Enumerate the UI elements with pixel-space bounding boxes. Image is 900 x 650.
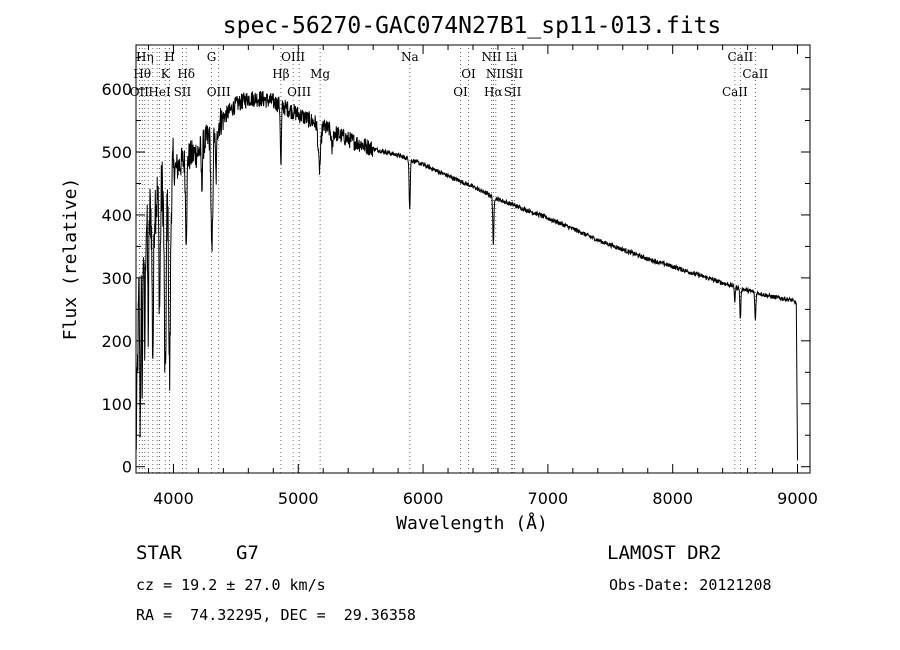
- line-marker-label: Mg: [310, 67, 330, 81]
- line-marker-label: SII: [504, 85, 522, 99]
- chart-title: spec-56270-GAC074N27B1_sp11-013.fits: [223, 13, 722, 39]
- line-marker-label: G: [207, 50, 217, 64]
- coords-line: RA = 74.32295, DEC = 29.36358: [136, 606, 416, 624]
- y-tick-label: 600: [101, 80, 132, 99]
- survey-name: LAMOST DR2: [607, 542, 722, 564]
- line-marker-label: Hβ: [272, 67, 289, 81]
- x-tick-label: 9000: [777, 489, 818, 508]
- spectrum-line: [135, 91, 798, 461]
- x-axis-label: Wavelength (Å): [396, 512, 548, 534]
- line-marker-label: Hθ: [133, 67, 151, 81]
- line-marker-label: OIII: [281, 50, 305, 64]
- line-marker-label: OIII: [207, 85, 231, 99]
- line-marker-label: Hη: [136, 50, 154, 64]
- redshift-line: cz = 19.2 ± 27.0 km/s: [136, 576, 326, 594]
- x-tick-label: 8000: [652, 489, 693, 508]
- object-class: STAR: [136, 542, 182, 564]
- line-marker-label: CaII: [742, 67, 768, 81]
- y-tick-label: 200: [101, 332, 132, 351]
- line-marker-label: OII: [130, 85, 150, 99]
- obs-date-line: Obs-Date: 20121208: [609, 576, 772, 594]
- x-tick-label: 6000: [403, 489, 444, 508]
- line-marker-label: H: [164, 50, 174, 64]
- x-tick-label: 5000: [278, 489, 319, 508]
- y-tick-label: 400: [101, 206, 132, 225]
- line-marker-label: Na: [401, 50, 419, 64]
- y-tick-label: 100: [101, 395, 132, 414]
- y-tick-label: 500: [101, 143, 132, 162]
- plot-frame: [135, 44, 811, 474]
- line-marker-label: K: [161, 67, 171, 81]
- line-marker-label: NII: [481, 50, 501, 64]
- line-marker-label: NII: [486, 67, 506, 81]
- x-tick-label: 4000: [153, 489, 194, 508]
- axis-ticks: 4000 5000 6000 7000 8000 9000 0 100 200 300 400 500…: [101, 45, 818, 508]
- object-subclass: G7: [236, 542, 259, 564]
- line-marker-label: OIII: [287, 85, 311, 99]
- y-tick-label: 300: [101, 269, 132, 288]
- line-marker-label: SII: [505, 67, 523, 81]
- line-marker-label: OI: [453, 85, 468, 99]
- y-tick-label: 0: [122, 458, 132, 477]
- line-marker-label: Hα: [484, 85, 503, 99]
- line-marker-label: CaII: [722, 85, 748, 99]
- line-markers: OII Hθ Hη HeI KH SII Hδ G OIII Hβ OIII OIII Mg Na OI OI…: [130, 48, 768, 473]
- line-marker-label: CaII: [727, 50, 753, 64]
- line-marker-label: HeI: [148, 85, 171, 99]
- line-marker-label: SII: [174, 85, 192, 99]
- line-marker-label: Li: [506, 50, 518, 64]
- line-marker-label: Hδ: [177, 67, 195, 81]
- x-tick-label: 7000: [528, 489, 569, 508]
- y-axis-label: Flux (relative): [60, 178, 81, 341]
- line-marker-label: OI: [461, 67, 476, 81]
